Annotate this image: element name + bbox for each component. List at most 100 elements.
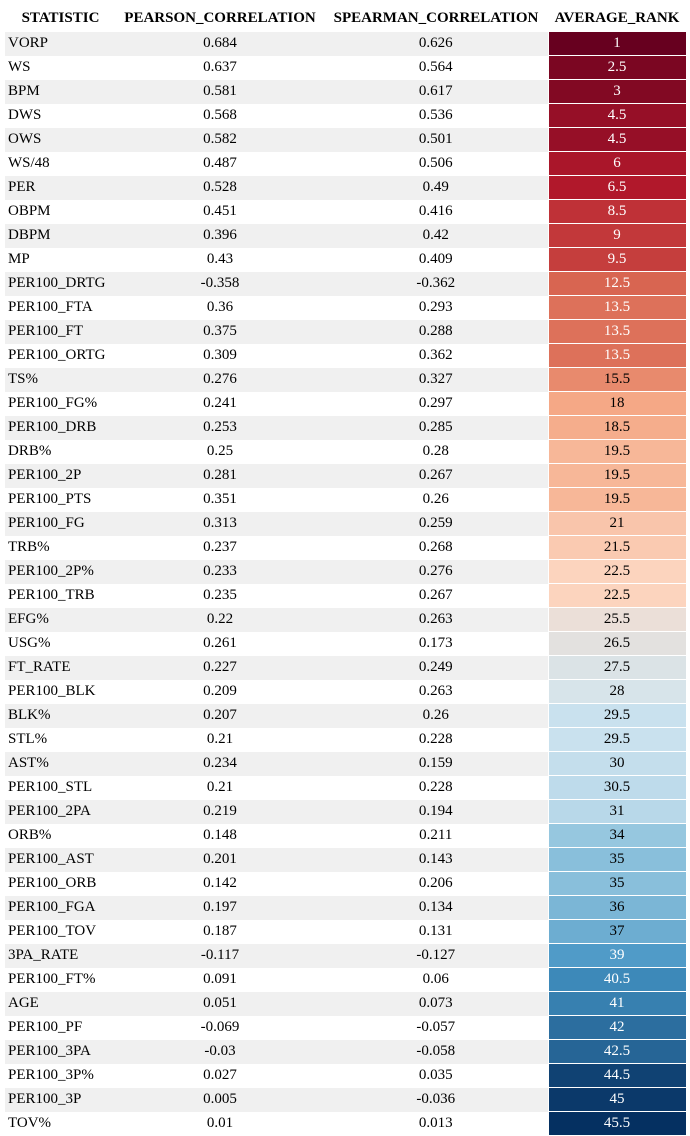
spearman-cell: 0.249 (324, 655, 548, 680)
average-rank-cell: 29.5 (547, 703, 687, 728)
table-row: PER100_DRB 0.253 0.285 18.5 (5, 415, 687, 440)
average-rank-cell: 9 (547, 223, 687, 248)
average-rank-cell: 4.5 (547, 127, 687, 152)
spearman-cell: 0.143 (324, 847, 548, 872)
statistic-cell: PER100_TOV (8, 923, 97, 939)
pearson-cell: 0.582 (116, 127, 324, 152)
table-row: STL% 0.21 0.228 29.5 (5, 727, 687, 752)
average-rank-cell: 28 (547, 679, 687, 704)
spearman-cell: 0.297 (418, 395, 453, 411)
average-rank-cell: 15.5 (547, 367, 687, 392)
average-rank-cell: 9.5 (547, 247, 687, 272)
statistic-cell: PER100_ORB (8, 875, 97, 891)
pearson-cell: -0.358 (116, 271, 324, 296)
spearman-cell: -0.057 (416, 1019, 456, 1035)
table-row: PER100_FT% 0.091 0.06 40.5 (5, 967, 687, 992)
average-rank-cell: 45 (547, 1087, 687, 1112)
statistic-cell: PER100_3P (5, 1087, 116, 1112)
table-row: FT_RATE 0.227 0.249 27.5 (5, 655, 687, 680)
table-row: PER100_2P% 0.233 0.276 22.5 (5, 559, 687, 584)
spearman-cell: 0.173 (418, 635, 453, 651)
pearson-cell: 0.051 (116, 991, 324, 1016)
pearson-cell: 0.22 (116, 607, 324, 632)
pearson-cell: -0.069 (200, 1019, 240, 1035)
table-row: WS/48 0.487 0.506 6 (5, 151, 687, 176)
pearson-cell: 0.281 (116, 463, 324, 488)
statistic-cell: PER100_FG (5, 511, 116, 536)
pearson-cell: 0.351 (203, 491, 237, 507)
table-row: AST% 0.234 0.159 30 (5, 751, 687, 776)
statistic-cell: PER100_FTA (8, 299, 93, 315)
pearson-cell: 0.148 (203, 827, 237, 843)
table-row: AGE 0.051 0.073 41 (5, 991, 687, 1016)
average-rank-cell: 19.5 (547, 487, 687, 512)
average-rank-cell: 22.5 (547, 559, 687, 584)
average-rank-cell: 42 (547, 1015, 687, 1040)
pearson-cell: 0.187 (203, 923, 237, 939)
table-row: TRB% 0.237 0.268 21.5 (5, 535, 687, 560)
average-rank-cell: 34 (547, 823, 687, 848)
statistic-cell: DRB% (8, 443, 52, 459)
pearson-cell: 0.313 (116, 511, 324, 536)
table-row: WS 0.637 0.564 2.5 (5, 55, 687, 80)
spearman-cell: 0.134 (324, 895, 548, 920)
average-rank-cell: 4.5 (547, 103, 687, 128)
average-rank-cell: 19.5 (547, 463, 687, 488)
statistic-cell: DBPM (5, 223, 116, 248)
table-row: PER100_FG% 0.241 0.297 18 (5, 391, 687, 416)
spearman-cell: 0.211 (419, 827, 453, 843)
pearson-cell: 0.568 (203, 107, 237, 123)
statistic-cell: OBPM (8, 203, 51, 219)
average-rank-cell: 12.5 (547, 271, 687, 296)
table-row: PER100_PTS 0.351 0.26 19.5 (5, 487, 687, 512)
statistic-cell: PER100_DRB (5, 415, 116, 440)
pearson-cell: 0.43 (206, 251, 234, 267)
average-rank-cell: 39 (547, 943, 687, 968)
spearman-cell: 0.626 (324, 31, 548, 56)
table-row: PER100_FG 0.313 0.259 21 (5, 511, 687, 536)
statistic-cell: EFG% (5, 607, 116, 632)
average-rank-cell: 40.5 (547, 967, 687, 992)
spearman-cell: 0.501 (324, 127, 548, 152)
statistic-cell: PER100_2P% (5, 559, 116, 584)
average-rank-cell: 19.5 (547, 439, 687, 464)
statistic-cell: ORB% (8, 827, 52, 843)
table-row: PER100_BLK 0.209 0.263 28 (5, 679, 687, 704)
pearson-cell: 0.209 (203, 683, 237, 699)
pearson-cell: 0.276 (116, 367, 324, 392)
statistic-cell: PER100_BLK (8, 683, 96, 699)
table-row: PER100_TRB 0.235 0.267 22.5 (5, 583, 687, 608)
average-rank-cell: 1 (547, 31, 687, 56)
spearman-cell: 0.263 (324, 607, 548, 632)
average-rank-cell: 30.5 (547, 775, 687, 800)
pearson-cell: 0.309 (203, 347, 237, 363)
average-rank-cell: 3 (547, 79, 687, 104)
table-row: ORB% 0.148 0.211 34 (5, 823, 687, 848)
table-row: PER100_ORTG 0.309 0.362 13.5 (5, 343, 687, 368)
statistic-cell: PER100_2P (5, 463, 116, 488)
table-row: DBPM 0.396 0.42 9 (5, 223, 687, 248)
spearman-cell: 0.035 (418, 1067, 453, 1083)
average-rank-cell: 22.5 (547, 583, 687, 608)
statistic-cell: BPM (5, 79, 116, 104)
average-rank-cell: 26.5 (547, 631, 687, 656)
pearson-cell: 0.197 (116, 895, 324, 920)
table-row: 3PA_RATE -0.117 -0.127 39 (5, 943, 687, 968)
statistic-cell: VORP (5, 31, 116, 56)
header-average-rank: AVERAGE_RANK (554, 10, 680, 26)
spearman-cell: 0.327 (324, 367, 548, 392)
average-rank-cell: 6 (547, 151, 687, 176)
average-rank-cell: 41 (547, 991, 687, 1016)
spearman-cell: 0.276 (324, 559, 548, 584)
spearman-cell: 0.288 (324, 319, 548, 344)
spearman-cell: -0.362 (324, 271, 548, 296)
table-row: DRB% 0.25 0.28 19.5 (5, 439, 687, 464)
average-rank-cell: 21 (547, 511, 687, 536)
correlation-table: STATISTIC PEARSON_CORRELATION SPEARMAN_C… (5, 6, 687, 1136)
spearman-cell: 0.409 (418, 251, 453, 267)
statistic-cell: WS (8, 59, 31, 75)
pearson-cell: 0.235 (203, 587, 237, 603)
statistic-cell: AST% (5, 751, 116, 776)
average-rank-cell: 18.5 (547, 415, 687, 440)
spearman-cell: 0.536 (418, 107, 453, 123)
